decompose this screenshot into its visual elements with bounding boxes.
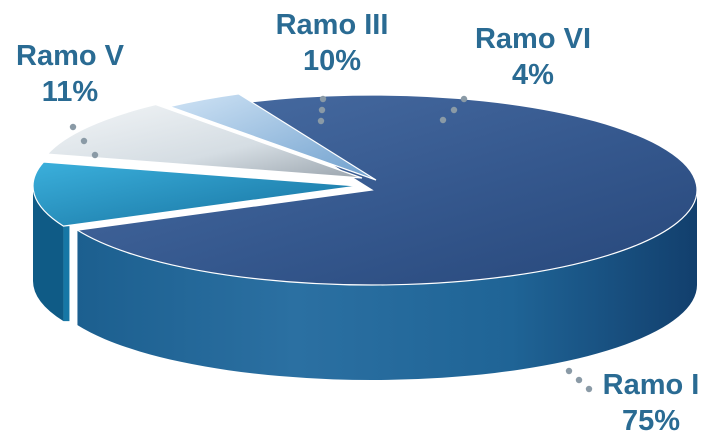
leader-dot-ramo-iii — [317, 117, 325, 125]
value-ramo-iii: 10% — [303, 45, 361, 77]
slice-labels: Ramo V 11% Ramo III 10% Ramo VI 4% Ramo … — [16, 9, 699, 436]
label-ramo-iii: Ramo III — [276, 9, 389, 41]
value-ramo-vi: 4% — [512, 59, 554, 91]
leader-dot-ramo-iii — [318, 106, 326, 114]
leader-dots — [69, 95, 593, 393]
value-ramo-v: 11% — [42, 76, 99, 108]
label-ramo-v: Ramo V — [16, 40, 125, 72]
leader-dot-ramo-v — [69, 123, 77, 131]
leader-dot-ramo-i — [565, 367, 573, 375]
leader-dot-ramo-vi — [450, 106, 458, 114]
slice-ramo-iii — [46, 103, 363, 179]
slice-edge-ramo-v — [63, 226, 70, 322]
label-ramo-vi: Ramo VI — [475, 23, 591, 55]
leader-dot-ramo-iii — [319, 95, 327, 103]
leader-dot-ramo-i — [575, 376, 583, 384]
slice-ramo-vi — [167, 93, 377, 181]
value-ramo-i: 75% — [622, 405, 680, 436]
leader-dot-ramo-vi — [460, 95, 468, 103]
leader-dot-ramo-v — [80, 137, 88, 145]
leader-dot-ramo-i — [585, 385, 593, 393]
slice-ramo-v — [32, 161, 359, 227]
leader-dot-ramo-vi — [439, 116, 447, 124]
label-ramo-i: Ramo I — [603, 369, 700, 401]
slice-side-ramo-v — [33, 186, 64, 322]
pie-slices — [32, 93, 698, 381]
leader-dot-ramo-v — [91, 151, 99, 159]
